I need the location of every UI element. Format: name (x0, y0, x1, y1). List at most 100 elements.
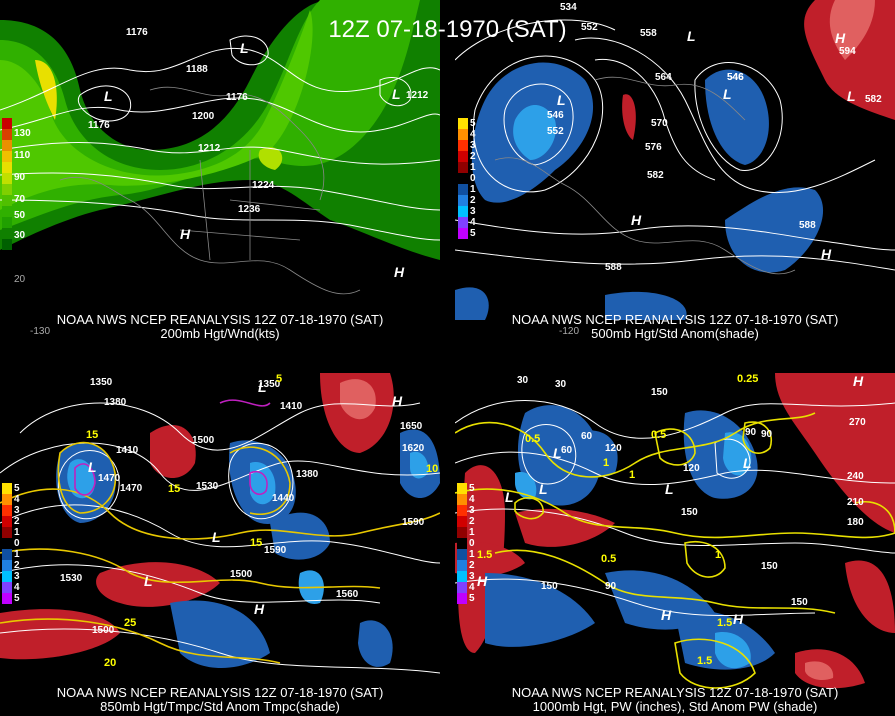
high-marker: H (180, 226, 191, 242)
contour-label: 1410 (280, 401, 303, 412)
low-marker: L (557, 92, 566, 108)
contour-label: 1530 (196, 481, 219, 492)
legend-label: 5 (14, 483, 20, 494)
contour-label: 150 (651, 387, 668, 398)
legend-label: 1 (470, 184, 476, 195)
contour-label: 1410 (116, 445, 139, 456)
map-1000mb-pw (455, 373, 895, 689)
panel-850mb: 5 4 3 2 1 0 1 2 3 4 5 1350 1380 1470 141… (0, 373, 440, 716)
temp-label: 20 (104, 657, 117, 669)
pw-label: 1.5 (717, 617, 733, 629)
contour-label: 150 (541, 581, 558, 592)
legend-label: 5 (469, 483, 475, 494)
contour-label: 60 (581, 431, 593, 442)
high-marker: H (853, 373, 864, 389)
contour-label: 210 (847, 497, 864, 508)
low-marker: L (144, 573, 153, 589)
contour-label: 60 (561, 445, 573, 456)
legend-label: 50 (14, 210, 26, 221)
panel-caption-field: 1000mb Hgt, PW (inches), Std Anom PW (sh… (532, 699, 818, 714)
contour-label: 240 (847, 471, 864, 482)
panel-caption-source: NOAA NWS NCEP REANALYSIS 12Z 07-18-1970 … (56, 685, 384, 700)
panel-caption-source: NOAA NWS NCEP REANALYSIS 12Z 07-18-1970 … (511, 312, 839, 327)
panel-500mb: 5 4 3 2 1 0 1 2 3 4 5 534 552 558 546 55… (455, 0, 895, 343)
legend-label: 1 (14, 549, 20, 560)
legend-label: 90 (14, 172, 26, 183)
low-marker: L (687, 28, 696, 44)
contour-label: 588 (799, 220, 816, 231)
legend-label: 0 (469, 538, 475, 549)
contour-label: 180 (847, 517, 864, 528)
legend-label: 3 (470, 206, 476, 217)
legend-label: 4 (14, 494, 20, 505)
high-marker: H (394, 264, 405, 280)
legend-label: 2 (14, 516, 20, 527)
temp-label: 15 (250, 537, 263, 549)
high-marker: H (821, 246, 832, 262)
high-marker: H (392, 393, 403, 409)
high-marker: H (835, 30, 846, 46)
contour-label: 588 (605, 262, 622, 273)
legend-label: 3 (14, 505, 20, 516)
contour-label: 552 (547, 126, 564, 137)
low-marker: L (258, 379, 267, 395)
contour-label: 90 (761, 429, 773, 440)
legend-label: 2 (470, 195, 476, 206)
contour-label: 1590 (402, 517, 425, 528)
pw-label: 0.5 (601, 553, 617, 565)
contour-label: 1212 (406, 90, 429, 101)
pw-label: 1 (603, 457, 610, 469)
legend-label: 5 (470, 228, 476, 239)
contour-label: 546 (727, 72, 744, 83)
low-marker: L (88, 459, 97, 475)
legend-label: 5 (14, 593, 20, 604)
contour-label: 150 (791, 597, 808, 608)
contour-label: 1440 (272, 493, 295, 504)
legend-label: 5 (469, 593, 475, 604)
temp-label: 15 (168, 483, 181, 495)
legend-label: 0 (470, 173, 476, 184)
panel-caption-source: NOAA NWS NCEP REANALYSIS 12Z 07-18-1970 … (511, 685, 839, 700)
high-marker: H (254, 601, 265, 617)
map-850mb (0, 373, 440, 674)
low-marker: L (104, 88, 113, 104)
panel-1000mb-pw: 5 4 3 2 1 0 1 2 3 4 5 30 60 90 120 150 1… (455, 373, 895, 716)
lon-label: -130 (30, 326, 51, 337)
temp-label: 25 (124, 617, 137, 629)
low-marker: L (723, 86, 732, 102)
low-marker: L (539, 481, 548, 497)
legend-label: 1 (470, 162, 476, 173)
map-200mb (0, 0, 440, 295)
wind-legend: 130 110 90 70 50 30 (2, 118, 31, 250)
contour-label: 582 (647, 170, 664, 181)
contour-label: 546 (547, 110, 564, 121)
contour-label: 150 (681, 507, 698, 518)
low-marker: L (212, 529, 221, 545)
contour-label: 1350 (258, 379, 281, 390)
legend-label: 3 (470, 140, 476, 151)
legend-label: 110 (14, 150, 31, 161)
contour-label: 1200 (192, 111, 215, 122)
contour-label: 1176 (88, 120, 110, 131)
map-500mb (455, 0, 895, 320)
low-marker: L (505, 489, 514, 505)
contour-label: 558 (640, 28, 657, 39)
temp-label: 10 (426, 463, 439, 475)
legend-label: 2 (14, 560, 20, 571)
legend-label: 130 (14, 128, 31, 139)
lon-label: -120 (559, 326, 580, 337)
legend-label: 1 (14, 527, 20, 538)
legend-label: 4 (14, 582, 20, 593)
legend-label: 1 (469, 549, 475, 560)
low-marker: L (847, 88, 856, 104)
panel-caption-source: NOAA NWS NCEP REANALYSIS 12Z 07-18-1970 … (56, 312, 384, 327)
legend-label: 70 (14, 194, 26, 205)
contour-label: 570 (651, 118, 668, 129)
temp-label: 15 (86, 429, 99, 441)
legend-label: 5 (470, 118, 476, 129)
contour-label: 1500 (230, 569, 253, 580)
panel-caption-field: 850mb Hgt/Tmpc/Std Anom Tmpc(shade) (100, 699, 340, 714)
high-marker: H (661, 607, 672, 623)
contour-label: 1470 (98, 473, 121, 484)
contour-label: 270 (849, 417, 866, 428)
